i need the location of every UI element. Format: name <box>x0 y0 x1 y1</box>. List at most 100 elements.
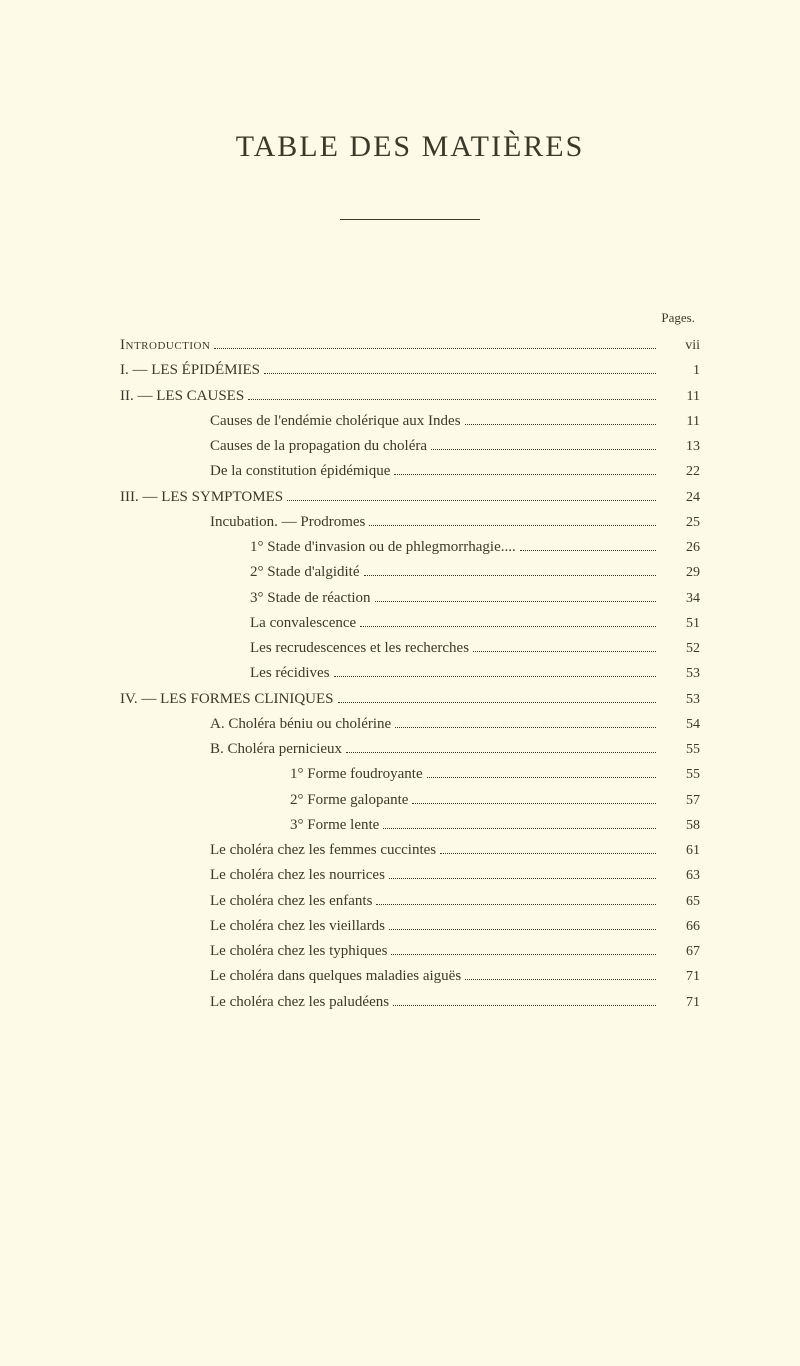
toc-leader <box>338 702 657 703</box>
toc-entry-text: Incubation. — Prodromes <box>210 511 365 534</box>
toc-entry: Le choléra chez les vieillards66 <box>120 915 700 938</box>
toc-leader <box>360 626 656 627</box>
toc-entry-text: Le choléra chez les femmes cuccintes <box>210 839 436 862</box>
toc-entry-text: A. Choléra béniu ou cholérine <box>210 713 391 736</box>
toc-leader <box>376 904 656 905</box>
toc-entry: II. — LES CAUSES 11 <box>120 385 700 408</box>
toc-leader <box>391 954 656 955</box>
toc-entry-text: IV. — LES FORMES CLINIQUES <box>120 688 334 711</box>
toc-entry: Incubation. — Prodromes 25 <box>120 511 700 534</box>
toc-entry-page: 71 <box>660 966 700 988</box>
toc-leader <box>383 828 656 829</box>
toc-leader <box>520 550 656 551</box>
toc-entry: 1° Stade d'invasion ou de phlegmorrhagie… <box>120 536 700 559</box>
toc-entry: La convalescence 51 <box>120 612 700 635</box>
toc-entry-text: B. Choléra pernicieux <box>210 738 342 761</box>
toc-leader <box>334 676 656 677</box>
toc-entry-page: 34 <box>660 588 700 610</box>
toc-entry-page: 24 <box>660 487 700 509</box>
toc-entry-text: III. — LES SYMPTOMES <box>120 486 283 509</box>
toc-leader <box>248 399 656 400</box>
toc-entry-page: 13 <box>660 436 700 458</box>
toc-leader <box>214 348 656 349</box>
toc-entry-page: 52 <box>660 638 700 660</box>
toc-entry-text: 1° Forme foudroyante <box>290 763 423 786</box>
toc-entry-page: 55 <box>660 764 700 786</box>
toc-entry-text: II. — LES CAUSES <box>120 385 244 408</box>
toc-leader <box>393 1005 656 1006</box>
toc-entry: Les récidives 53 <box>120 662 700 685</box>
toc-entry-page: 54 <box>660 714 700 736</box>
toc-entry-page: 66 <box>660 916 700 938</box>
toc-entry-page: vii <box>660 335 700 357</box>
toc-leader <box>287 500 656 501</box>
toc-leader <box>412 803 656 804</box>
toc-entry-text: 3° Forme lente <box>290 814 379 837</box>
toc-leader <box>395 727 656 728</box>
toc-entry-page: 51 <box>660 613 700 635</box>
toc-entry-text: Causes de l'endémie cholérique aux Indes <box>210 410 461 433</box>
toc-entry-text: I. — LES ÉPIDÉMIES <box>120 359 260 382</box>
toc-entry: B. Choléra pernicieux 55 <box>120 738 700 761</box>
toc-entry: 2° Stade d'algidité 29 <box>120 561 700 584</box>
toc-entry-text: La convalescence <box>250 612 356 635</box>
toc-entry-page: 58 <box>660 815 700 837</box>
toc-entry-text: Le choléra chez les typhiques <box>210 940 387 963</box>
toc-entry-page: 11 <box>660 411 700 433</box>
toc-leader <box>440 853 656 854</box>
toc-entry-text: De la constitution épidémique <box>210 460 390 483</box>
toc-entry-text: Les récidives <box>250 662 330 685</box>
toc-entry-text: 2° Forme galopante <box>290 789 408 812</box>
toc-entry-page: 29 <box>660 562 700 584</box>
toc-leader <box>465 424 656 425</box>
toc-entry: 3° Stade de réaction 34 <box>120 587 700 610</box>
toc-entry: Le choléra chez les nourrices63 <box>120 864 700 887</box>
toc-entry: 1° Forme foudroyante 55 <box>120 763 700 786</box>
toc-entry-page: 61 <box>660 840 700 862</box>
toc-entry-text: Le choléra chez les enfants <box>210 890 372 913</box>
toc-entry-page: 26 <box>660 537 700 559</box>
toc-leader <box>389 929 656 930</box>
page-title: TABLE DES MATIÈRES <box>120 130 700 164</box>
toc-entry: 2° Forme galopante 57 <box>120 789 700 812</box>
toc-entry-page: 71 <box>660 992 700 1014</box>
title-divider <box>340 219 480 220</box>
toc-leader <box>264 373 656 374</box>
pages-column-header: Pages. <box>120 310 700 326</box>
toc-entry-page: 11 <box>660 386 700 408</box>
toc-entry-page: 67 <box>660 941 700 963</box>
toc-entry-text: Le choléra chez les paludéens <box>210 991 389 1014</box>
toc-leader <box>473 651 656 652</box>
toc-leader <box>389 878 656 879</box>
toc-entry: 3° Forme lente 58 <box>120 814 700 837</box>
table-of-contents: IntroductionviiI. — LES ÉPIDÉMIES 1 II. — … <box>120 334 700 1014</box>
toc-entry-page: 63 <box>660 865 700 887</box>
toc-entry-text: 3° Stade de réaction <box>250 587 371 610</box>
toc-entry-text: 2° Stade d'algidité <box>250 561 360 584</box>
toc-entry-text: Les recrudescences et les recherches <box>250 637 469 660</box>
toc-leader <box>346 752 656 753</box>
toc-entry-page: 57 <box>660 790 700 812</box>
toc-entry: Le choléra dans quelques maladies aiguës… <box>120 965 700 988</box>
toc-entry-page: 65 <box>660 891 700 913</box>
toc-entry-text: 1° Stade d'invasion ou de phlegmorrhagie… <box>250 536 516 559</box>
toc-entry: Le choléra chez les typhiques 67 <box>120 940 700 963</box>
toc-entry: Le choléra chez les femmes cuccintes 61 <box>120 839 700 862</box>
toc-leader <box>394 474 656 475</box>
toc-entry-page: 1 <box>660 360 700 382</box>
toc-entry: Causes de l'endémie cholérique aux Indes… <box>120 410 700 433</box>
toc-entry: A. Choléra béniu ou cholérine 54 <box>120 713 700 736</box>
toc-entry: I. — LES ÉPIDÉMIES 1 <box>120 359 700 382</box>
toc-entry-text: Le choléra dans quelques maladies aiguës <box>210 965 461 988</box>
toc-entry-page: 53 <box>660 689 700 711</box>
toc-leader <box>431 449 656 450</box>
toc-entry-page: 53 <box>660 663 700 685</box>
toc-entry: Le choléra chez les paludéens 71 <box>120 991 700 1014</box>
toc-leader <box>427 777 656 778</box>
toc-leader <box>369 525 656 526</box>
toc-leader <box>465 979 656 980</box>
toc-entry-text: Causes de la propagation du choléra <box>210 435 427 458</box>
toc-entry-page: 25 <box>660 512 700 534</box>
toc-entry: Introductionvii <box>120 334 700 357</box>
toc-entry-page: 55 <box>660 739 700 761</box>
